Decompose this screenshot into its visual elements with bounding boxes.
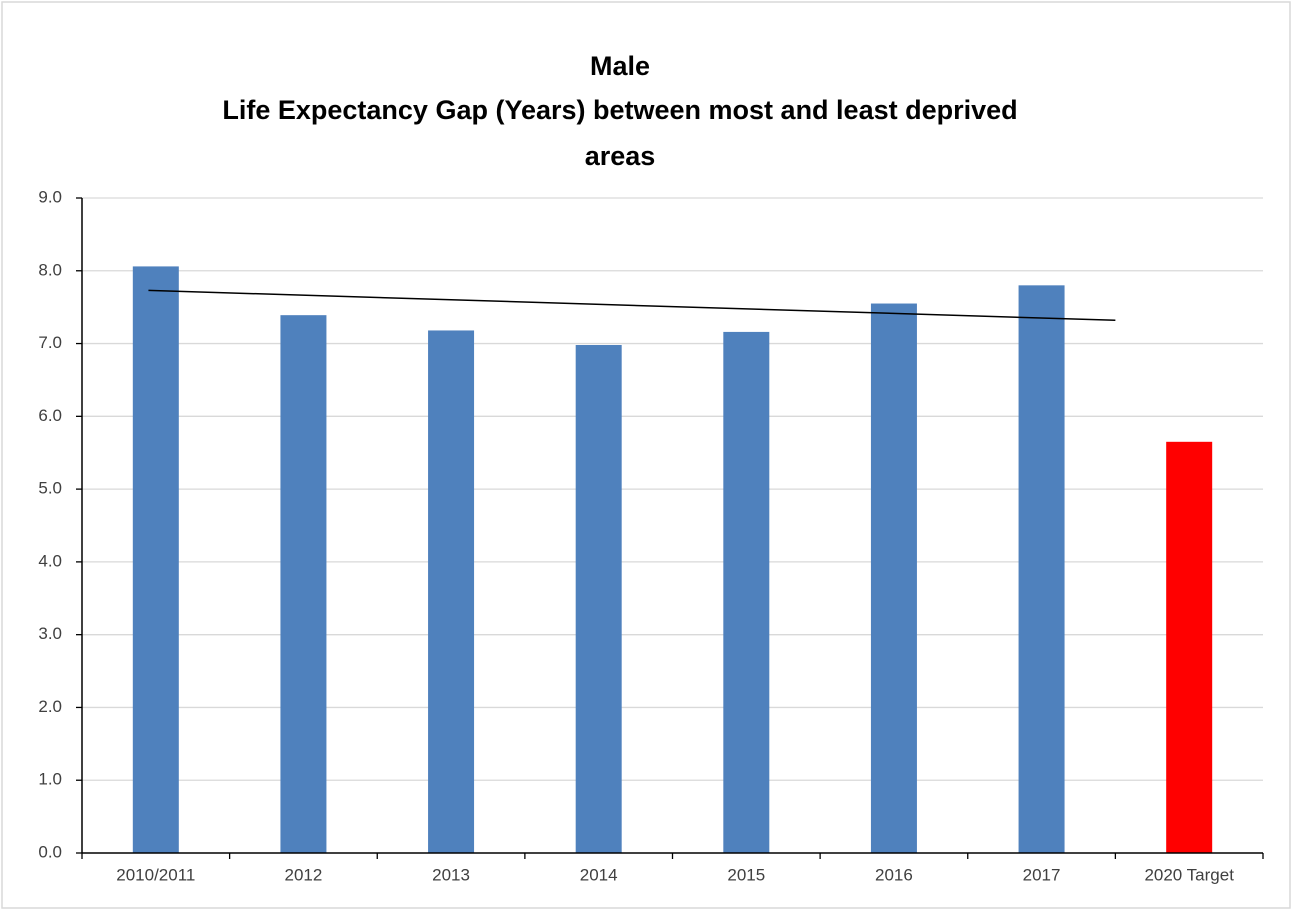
bar — [723, 331, 770, 853]
y-tick-label: 7.0 — [38, 333, 62, 352]
bar — [575, 345, 622, 853]
chart-title: Life Expectancy Gap (Years) between most… — [222, 95, 1017, 125]
y-tick-label: 0.0 — [38, 842, 62, 861]
chart-title: areas — [585, 141, 656, 171]
bar — [428, 330, 475, 853]
x-tick-label: 2020 Target — [1144, 865, 1234, 884]
bar — [132, 266, 179, 853]
y-tick-label: 2.0 — [38, 697, 62, 716]
y-tick-label: 1.0 — [38, 770, 62, 789]
y-tick-label: 9.0 — [38, 187, 62, 206]
x-tick-label: 2017 — [1023, 865, 1061, 884]
bar — [870, 303, 917, 853]
bar — [280, 315, 327, 853]
x-tick-label: 2015 — [727, 865, 765, 884]
x-tick-label: 2010/2011 — [116, 865, 195, 884]
bar — [1018, 285, 1065, 853]
y-tick-label: 6.0 — [38, 406, 62, 425]
trendline — [148, 289, 1116, 322]
bar — [1166, 441, 1213, 853]
x-tick-label: 2012 — [285, 865, 323, 884]
y-tick-label: 3.0 — [38, 624, 62, 643]
y-tick-label: 5.0 — [38, 479, 62, 498]
y-tick-label: 4.0 — [38, 551, 62, 570]
x-tick-label: 2014 — [580, 865, 618, 884]
x-tick-label: 2016 — [875, 865, 913, 884]
y-tick-label: 8.0 — [38, 260, 62, 279]
x-tick-label: 2013 — [432, 865, 470, 884]
chart-title: Male — [590, 51, 650, 81]
